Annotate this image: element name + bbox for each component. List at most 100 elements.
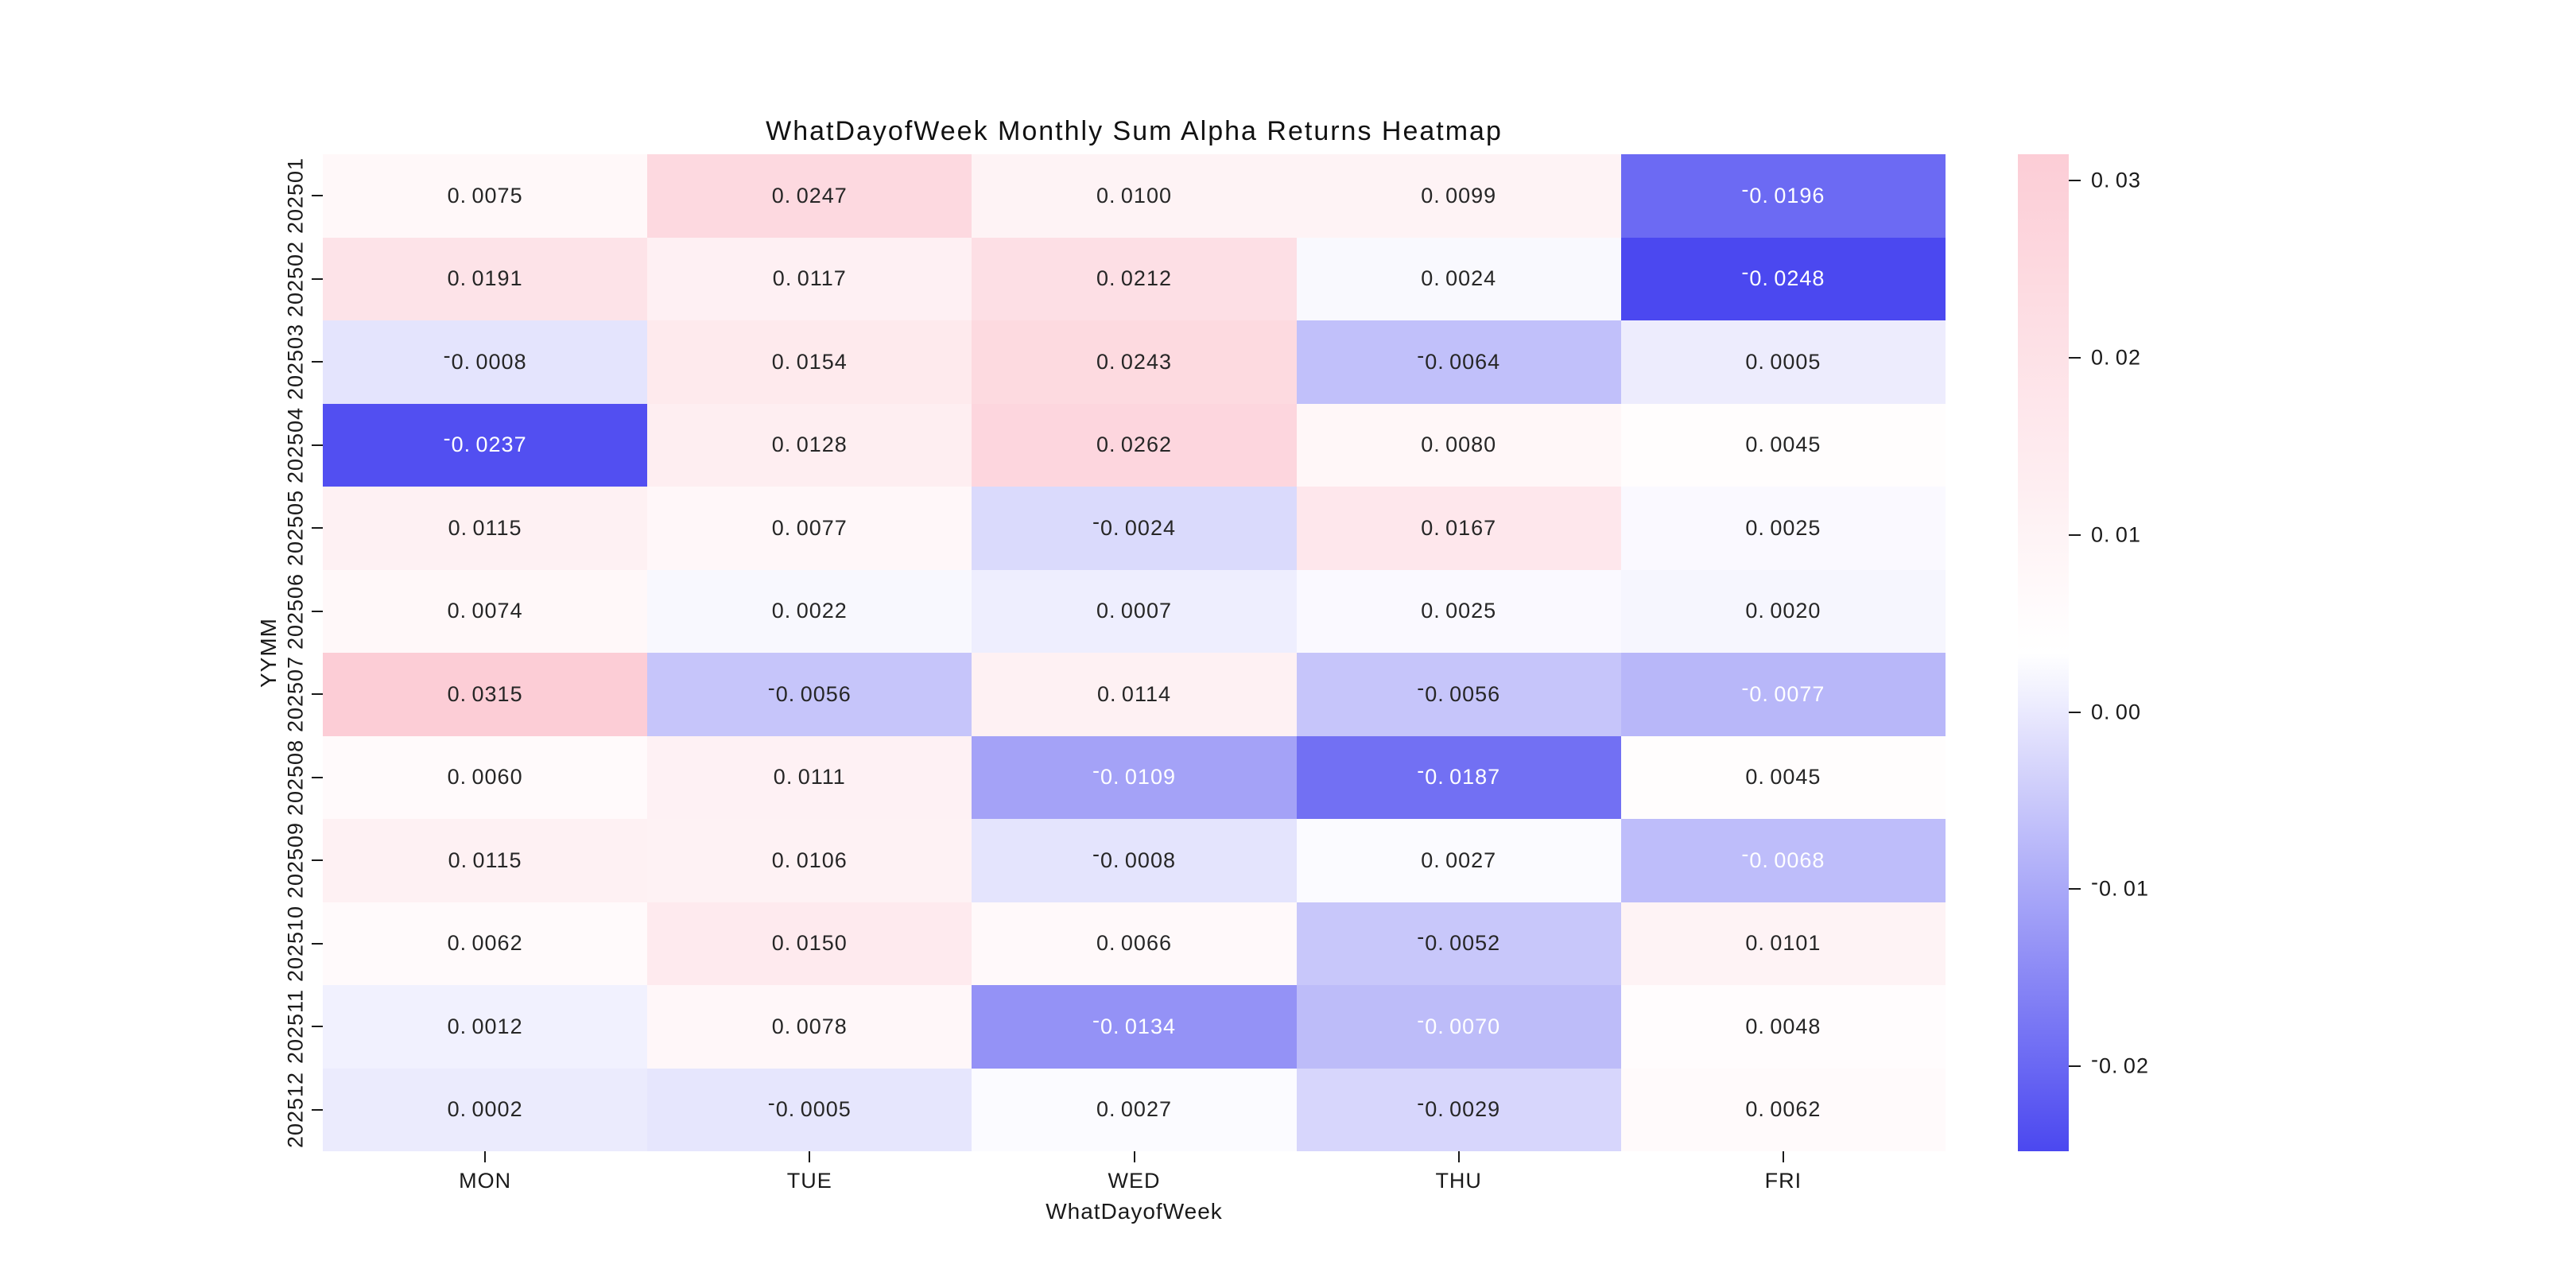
cell-value: 0. 0060 [447,765,523,789]
y-tick-label-202512: 202512 [283,1071,308,1148]
y-tick-label-202506: 202506 [283,572,308,650]
heatmap-cell-202507-WED: 0. 0114 [972,653,1297,736]
y-axis-label: YYMM [256,618,281,688]
x-tick-mark [484,1151,487,1162]
colorbar-tick-mark [2069,357,2081,359]
cell-value: 0. 0025 [1745,515,1821,540]
cell-value: 0. 0045 [1745,765,1821,789]
heatmap-cell-202508-FRI: 0. 0045 [1620,735,1946,819]
heatmap-cell-202506-WED: 0. 0007 [972,569,1297,653]
cell-value: -0. 0187 [1417,758,1501,789]
x-tick-label-THU: THU [1435,1169,1482,1193]
heatmap-cell-202507-FRI: -0. 0077 [1620,653,1946,736]
colorbar-tick-mark [2069,888,2081,890]
y-tick-label-202511: 202511 [283,989,308,1065]
cell-value: -0. 0029 [1417,1091,1501,1122]
y-tick-label-202504: 202504 [283,406,308,483]
y-tick-mark [312,277,323,280]
heatmap-cell-202507-THU: -0. 0056 [1296,653,1621,736]
heatmap-cell-202505-MON: 0. 0115 [323,487,648,570]
heatmap-grid: 0. 0075 0. 0247 0. 0100 0. 0099 -0. 0196 0. 0… [323,154,1946,1151]
y-tick-mark [312,1108,323,1111]
y-tick-mark [312,776,323,778]
heatmap-cell-202502-WED: 0. 0212 [972,237,1297,320]
x-tick-label-TUE: TUE [786,1169,832,1193]
heatmap-cell-202506-FRI: 0. 0020 [1620,569,1946,653]
cell-value: 0. 0100 [1096,183,1172,208]
cell-value: -0. 0008 [443,343,527,374]
y-tick-mark [312,1026,323,1028]
colorbar-tick-mark [2069,1065,2081,1068]
cell-value: 0. 0247 [771,183,848,208]
x-tick-mark [809,1151,811,1162]
heatmap-cell-202510-WED: 0. 0066 [972,902,1297,985]
x-axis-label: WhatDayofWeek [1046,1199,1223,1224]
heatmap-cell-202510-THU: -0. 0052 [1296,902,1621,985]
x-tick-mark [1457,1151,1460,1162]
heatmap-cell-202506-THU: 0. 0025 [1296,569,1621,653]
cell-value: 0. 0007 [1096,599,1172,623]
heatmap-cell-202504-TUE: 0. 0128 [647,403,972,487]
heatmap-cell-202501-FRI: -0. 0196 [1620,154,1946,238]
cell-value: 0. 0045 [1745,433,1821,457]
cell-value: 0. 0101 [1745,931,1821,956]
heatmap-cell-202509-THU: 0. 0027 [1296,819,1621,902]
cell-value: 0. 0243 [1096,349,1172,374]
cell-value: -0. 0024 [1092,509,1176,540]
cell-value: 0. 0106 [771,848,848,872]
cell-value: 0. 0154 [771,349,848,374]
colorbar-tick-label-0.01: 0. 01 [2091,522,2141,547]
cell-value: 0. 0048 [1745,1014,1821,1038]
y-tick-mark [312,195,323,197]
colorbar-tick-mark [2069,533,2081,536]
heatmap-cell-202506-MON: 0. 0074 [323,569,648,653]
cell-value: 0. 0212 [1096,266,1172,291]
y-tick-label-202509: 202509 [283,822,308,899]
heatmap-cell-202503-TUE: 0. 0154 [647,320,972,404]
y-tick-label-202507: 202507 [283,656,308,733]
cell-value: -0. 0005 [767,1091,852,1122]
cell-value: 0. 0128 [771,433,848,457]
cell-value: 0. 0099 [1421,183,1497,208]
heatmap-cell-202503-THU: -0. 0064 [1296,320,1621,404]
heatmap-cell-202511-TUE: 0. 0078 [647,985,972,1069]
heatmap-cell-202508-MON: 0. 0060 [323,735,648,819]
cell-value: -0. 0196 [1741,177,1825,208]
heatmap-cell-202508-THU: -0. 0187 [1296,735,1621,819]
y-tick-mark [312,859,323,862]
heatmap-cell-202508-WED: -0. 0109 [972,735,1297,819]
cell-value: 0. 0075 [447,183,523,208]
cell-value: 0. 0027 [1421,848,1497,872]
heatmap-cell-202509-FRI: -0. 0068 [1620,819,1946,902]
y-tick-label-202510: 202510 [283,905,308,982]
cell-value: 0. 0066 [1096,931,1172,956]
heatmap-cell-202503-MON: -0. 0008 [323,320,648,404]
heatmap-cell-202512-WED: 0. 0027 [972,1068,1297,1151]
chart-title: WhatDayofWeek Monthly Sum Alpha Returns … [766,116,1503,146]
cell-value: 0. 0262 [1096,433,1172,457]
cell-value: 0. 0012 [447,1014,523,1038]
cell-value: -0. 0077 [1741,675,1825,706]
heatmap-cell-202509-MON: 0. 0115 [323,819,648,902]
heatmap-cell-202511-MON: 0. 0012 [323,985,648,1069]
heatmap-cell-202509-WED: -0. 0008 [972,819,1297,902]
cell-value: -0. 0064 [1417,343,1501,374]
heatmap-cell-202511-FRI: 0. 0048 [1620,985,1946,1069]
cell-value: -0. 0248 [1741,260,1825,291]
cell-value: 0. 0025 [1421,599,1497,623]
heatmap-cell-202502-MON: 0. 0191 [323,237,648,320]
y-tick-mark [312,693,323,696]
cell-value: -0. 0134 [1092,1007,1176,1038]
cell-value: 0. 0114 [1097,681,1171,706]
y-tick-label-202508: 202508 [283,739,308,816]
cell-value: 0. 0005 [1745,349,1821,374]
heatmap-cell-202503-WED: 0. 0243 [972,320,1297,404]
y-tick-mark [312,942,323,945]
heatmap-cell-202501-MON: 0. 0075 [323,154,648,238]
colorbar-tick-label--0.02: -0. 02 [2091,1047,2149,1078]
cell-value: 0. 0074 [447,599,523,623]
heatmap-cell-202504-THU: 0. 0080 [1296,403,1621,487]
y-tick-mark [312,610,323,612]
y-tick-mark [312,527,323,530]
cell-value: 0. 0062 [1745,1097,1821,1122]
